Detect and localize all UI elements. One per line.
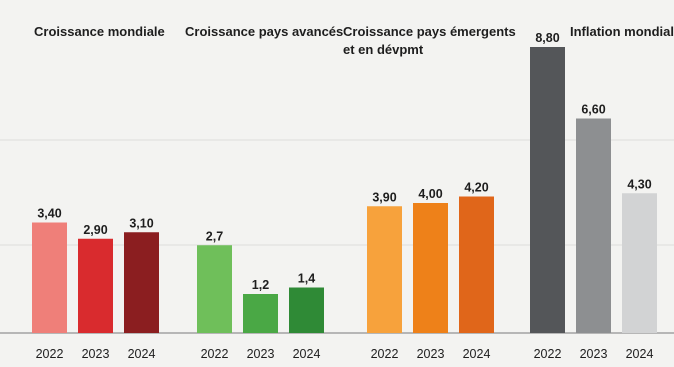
tick-label-1-2023: 2023 bbox=[247, 347, 275, 361]
value-label-3-2023: 6,60 bbox=[581, 103, 605, 117]
tick-label-3-2023: 2023 bbox=[580, 347, 608, 361]
bar-3-2023 bbox=[576, 118, 611, 333]
panel-2: Croissance pays émergents et en dévpmt 3,9… bbox=[343, 24, 516, 361]
bar-0-2024 bbox=[124, 232, 159, 333]
panel-3: Inflation mondiale 8,80 2022 6,60 2023 4,30 20… bbox=[530, 24, 674, 361]
value-label-1-2024: 1,4 bbox=[298, 272, 315, 286]
bar-0-2022 bbox=[32, 222, 67, 333]
value-label-1-2023: 1,2 bbox=[252, 278, 269, 292]
value-label-3-2022: 8,80 bbox=[535, 31, 559, 45]
tick-label-2-2024: 2024 bbox=[463, 347, 491, 361]
panel-title-0: Croissance mondiale bbox=[34, 24, 165, 39]
panel-title-3: Inflation mondiale bbox=[570, 24, 674, 39]
panel-title-2-line-0: Croissance pays émergents bbox=[343, 24, 516, 39]
tick-label-0-2024: 2024 bbox=[128, 347, 156, 361]
bar-2-2023 bbox=[413, 203, 448, 333]
bar-3-2024 bbox=[622, 193, 657, 333]
tick-label-3-2022: 2022 bbox=[534, 347, 562, 361]
tick-label-2-2022: 2022 bbox=[371, 347, 399, 361]
value-label-3-2024: 4,30 bbox=[627, 177, 651, 191]
bar-2-2022 bbox=[367, 206, 402, 333]
panel-title-2-line-1: et en dévpmt bbox=[343, 42, 424, 57]
tick-label-1-2024: 2024 bbox=[293, 347, 321, 361]
bar-1-2024 bbox=[289, 287, 324, 333]
value-label-2-2024: 4,20 bbox=[464, 181, 488, 195]
tick-label-0-2023: 2023 bbox=[82, 347, 110, 361]
bar-1-2023 bbox=[243, 294, 278, 333]
bar-1-2022 bbox=[197, 245, 232, 333]
tick-label-0-2022: 2022 bbox=[36, 347, 64, 361]
tick-label-2-2023: 2023 bbox=[417, 347, 445, 361]
bar-3-2022 bbox=[530, 47, 565, 333]
value-label-1-2022: 2,7 bbox=[206, 229, 223, 243]
tick-label-1-2022: 2022 bbox=[201, 347, 229, 361]
panel-title-1: Croissance pays avancés bbox=[185, 24, 343, 39]
bar-0-2023 bbox=[78, 238, 113, 333]
value-label-0-2023: 2,90 bbox=[83, 223, 107, 237]
value-label-2-2022: 3,90 bbox=[372, 190, 396, 204]
value-label-0-2024: 3,10 bbox=[129, 216, 153, 230]
value-label-0-2022: 3,40 bbox=[37, 207, 61, 221]
value-label-2-2023: 4,00 bbox=[418, 187, 442, 201]
panel-1: Croissance pays avancés 2,7 2022 1,2 2023 1,4… bbox=[185, 24, 343, 361]
bar-2-2024 bbox=[459, 196, 494, 333]
panel-0: Croissance mondiale 3,40 2022 2,90 2023 3,10 2… bbox=[32, 24, 165, 361]
tick-label-3-2024: 2024 bbox=[626, 347, 654, 361]
